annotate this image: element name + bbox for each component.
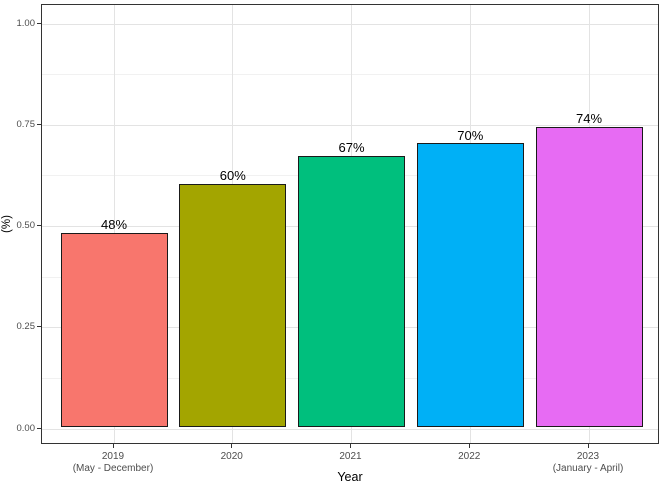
- x-tick-label: 2022: [399, 451, 539, 463]
- bar-value-label: 74%: [575, 111, 603, 127]
- bar-2019: [60, 233, 168, 427]
- x-tick-label: 2019 (May - December): [43, 451, 183, 474]
- y-tick-label: 0.25: [16, 321, 36, 333]
- x-tick-year: 2020: [220, 451, 243, 462]
- bar-value-label: 67%: [338, 139, 365, 155]
- gridline-major: [42, 124, 658, 126]
- y-tick-label: 0.50: [16, 220, 36, 231]
- x-tick-mark: [468, 444, 470, 448]
- bar-value-label: 70%: [457, 127, 484, 143]
- y-tick-label: 0.75: [16, 118, 36, 130]
- x-axis-title: Year: [337, 470, 363, 484]
- x-tick-label: 2023 (January - April): [518, 451, 658, 474]
- y-tick-mark: [37, 123, 41, 125]
- bar-2022: [416, 143, 524, 427]
- gridline-major: [42, 23, 658, 25]
- y-tick-mark: [37, 225, 41, 226]
- plot-panel: 48% 60% 67% 70% 74%: [41, 4, 659, 444]
- gridline-major: [42, 428, 658, 430]
- x-tick-label: 2021: [281, 451, 421, 463]
- x-tick-mark: [231, 444, 233, 448]
- x-tick-mark: [587, 444, 589, 448]
- y-tick-label: 0.00: [16, 422, 36, 434]
- vertical-gridline: [113, 5, 115, 443]
- y-tick-mark: [37, 326, 41, 328]
- bar-2020: [179, 184, 287, 427]
- x-tick-year: 2021: [339, 451, 362, 462]
- gridline-minor: [42, 74, 658, 76]
- x-tick-year: 2023: [576, 451, 600, 462]
- x-tick-mark: [112, 444, 114, 448]
- y-tick-mark: [37, 427, 41, 429]
- x-tick-year: 2022: [458, 451, 481, 462]
- y-tick-mark: [37, 22, 41, 24]
- x-tick-mark: [350, 444, 351, 448]
- bar-value-label: 60%: [219, 168, 246, 183]
- x-tick-sublabel: (May - December): [72, 462, 154, 474]
- x-tick-year: 2019: [101, 451, 125, 462]
- x-tick-sublabel: (January - April): [552, 462, 624, 474]
- y-tick-label: 1.00: [16, 17, 36, 29]
- x-tick-label: 2020: [162, 451, 302, 463]
- bar-2021: [298, 156, 405, 427]
- bar-2023: [535, 127, 643, 427]
- bar-value-label: 48%: [100, 216, 128, 232]
